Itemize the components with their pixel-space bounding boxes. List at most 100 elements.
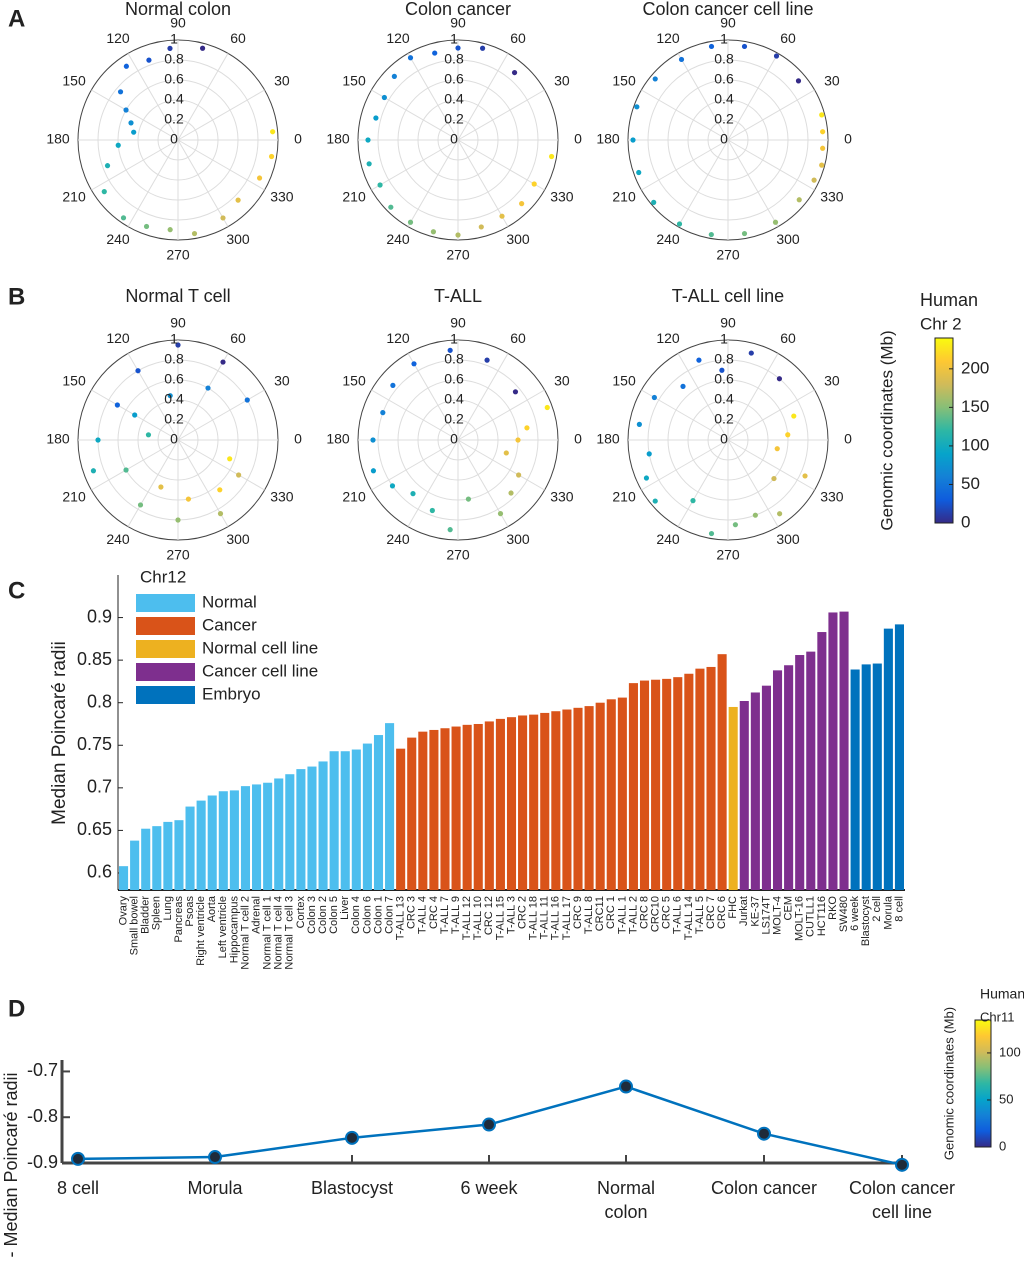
bar (240, 786, 251, 890)
x-tick-label: T-ALL 8 (583, 896, 595, 934)
polar-point (680, 383, 686, 389)
bar (518, 715, 528, 890)
bar (340, 751, 350, 890)
polar-point (145, 432, 152, 438)
x-tick-label: SW480 (838, 896, 850, 932)
bar (440, 728, 450, 890)
theta-tick-label: 330 (270, 489, 294, 505)
polar-point (104, 163, 111, 169)
r-tick-label: 0.6 (164, 371, 184, 387)
r-tick-label: 0.4 (444, 91, 464, 107)
polar-point (380, 410, 386, 416)
x-tick-label: Normal T cell 4 (273, 896, 285, 970)
x-tick-label: Colon 6 (361, 896, 373, 934)
r-tick-label: 0.2 (444, 111, 464, 127)
x-tick-label: T-ALL 14 (683, 896, 695, 940)
bar (296, 769, 306, 890)
polar-point (381, 94, 387, 101)
theta-tick-label: 150 (62, 373, 86, 389)
colorbar-tick-label: 100 (961, 435, 989, 454)
polar-point (137, 502, 144, 508)
theta-tick-label: 150 (62, 73, 86, 89)
bar (207, 795, 217, 890)
polar-point (785, 432, 791, 438)
theta-tick-label: 0 (294, 131, 302, 147)
x-tick-label: T-ALL 6 (672, 896, 684, 934)
x-tick-label: T-ALL 15 (494, 896, 506, 940)
r-tick-label: 0.8 (714, 51, 734, 67)
x-tick-label: T-ALL 1 (616, 896, 628, 934)
x-tick-label: Left ventricle (217, 896, 229, 958)
theta-tick-label: 150 (612, 73, 636, 89)
polar-point (678, 56, 685, 63)
polar-spoke (407, 139, 459, 227)
marker (757, 1126, 771, 1141)
polar-point (802, 473, 808, 479)
polar-point (772, 219, 779, 225)
colorbar-subtitle: Chr 2 (920, 314, 962, 333)
legend-label: Cancer cell line (202, 661, 318, 680)
y-tick-label: 0.9 (87, 606, 112, 626)
polar-point (719, 367, 725, 373)
bar (174, 820, 184, 890)
polar-point (175, 342, 181, 348)
bar (473, 723, 483, 890)
bar (617, 697, 627, 890)
bar (850, 669, 860, 890)
polar-spoke (91, 89, 179, 141)
panel-label: A (8, 5, 25, 32)
r-tick-label: 0 (450, 431, 458, 447)
marker (208, 1150, 222, 1165)
polar-point (515, 437, 521, 443)
x-tick-label: Morula (187, 1178, 243, 1198)
x-tick-label: Colon 2 (317, 896, 329, 934)
bar (185, 806, 195, 890)
polar-point (516, 472, 522, 478)
r-tick-label: 0.2 (444, 411, 464, 427)
theta-tick-label: 330 (550, 489, 574, 505)
colorbar-title: Human (980, 986, 1024, 1002)
chart-title: Normal T cell (125, 286, 230, 306)
colorbar-title: Human (920, 290, 978, 310)
polar-spoke (727, 139, 779, 227)
theta-tick-label: 270 (716, 247, 740, 263)
theta-tick-label: 300 (776, 531, 800, 547)
x-tick-label: Colon 5 (328, 896, 340, 934)
y-tick-label: -0.8 (27, 1106, 58, 1126)
polar-point (167, 227, 173, 233)
r-tick-label: 0.6 (444, 371, 464, 387)
y-axis-label: - Median Poincaré radii (1, 1072, 21, 1257)
polar-spoke (457, 139, 509, 227)
polar-point (373, 115, 379, 121)
polar-spoke (677, 53, 729, 141)
bar (318, 761, 328, 890)
theta-tick-label: 300 (776, 231, 800, 247)
polar-spoke (91, 439, 179, 491)
chart-title: T-ALL cell line (672, 286, 784, 306)
colorbar-label: Genomic coordinates (Mb) (877, 330, 896, 530)
polar-point (447, 347, 453, 353)
x-tick-label: T-ALL 4 (417, 896, 429, 934)
r-tick-label: 0.2 (164, 111, 184, 127)
x-tick-label: Liver (339, 896, 351, 920)
polar-point (366, 161, 372, 167)
polar-point (270, 129, 276, 135)
bar (772, 670, 783, 890)
theta-tick-label: 90 (170, 315, 186, 331)
polar-spoke (727, 353, 779, 441)
polar-point (256, 175, 263, 181)
polar-spoke (727, 439, 815, 491)
polar-point (465, 496, 472, 502)
polar-point (519, 201, 525, 207)
chart-title: Normal colon (125, 0, 231, 19)
polar-spoke (727, 53, 779, 141)
theta-tick-label: 60 (780, 330, 796, 346)
theta-tick-label: 60 (510, 330, 526, 346)
polar-spoke (91, 139, 179, 191)
theta-tick-label: 210 (342, 189, 366, 205)
polar-point (777, 511, 783, 517)
x-tick-label: CRC 7 (705, 896, 717, 929)
theta-tick-label: 240 (656, 531, 680, 547)
x-tick-label: Colon 3 (306, 896, 318, 934)
y-tick-label: 0.65 (77, 819, 112, 839)
